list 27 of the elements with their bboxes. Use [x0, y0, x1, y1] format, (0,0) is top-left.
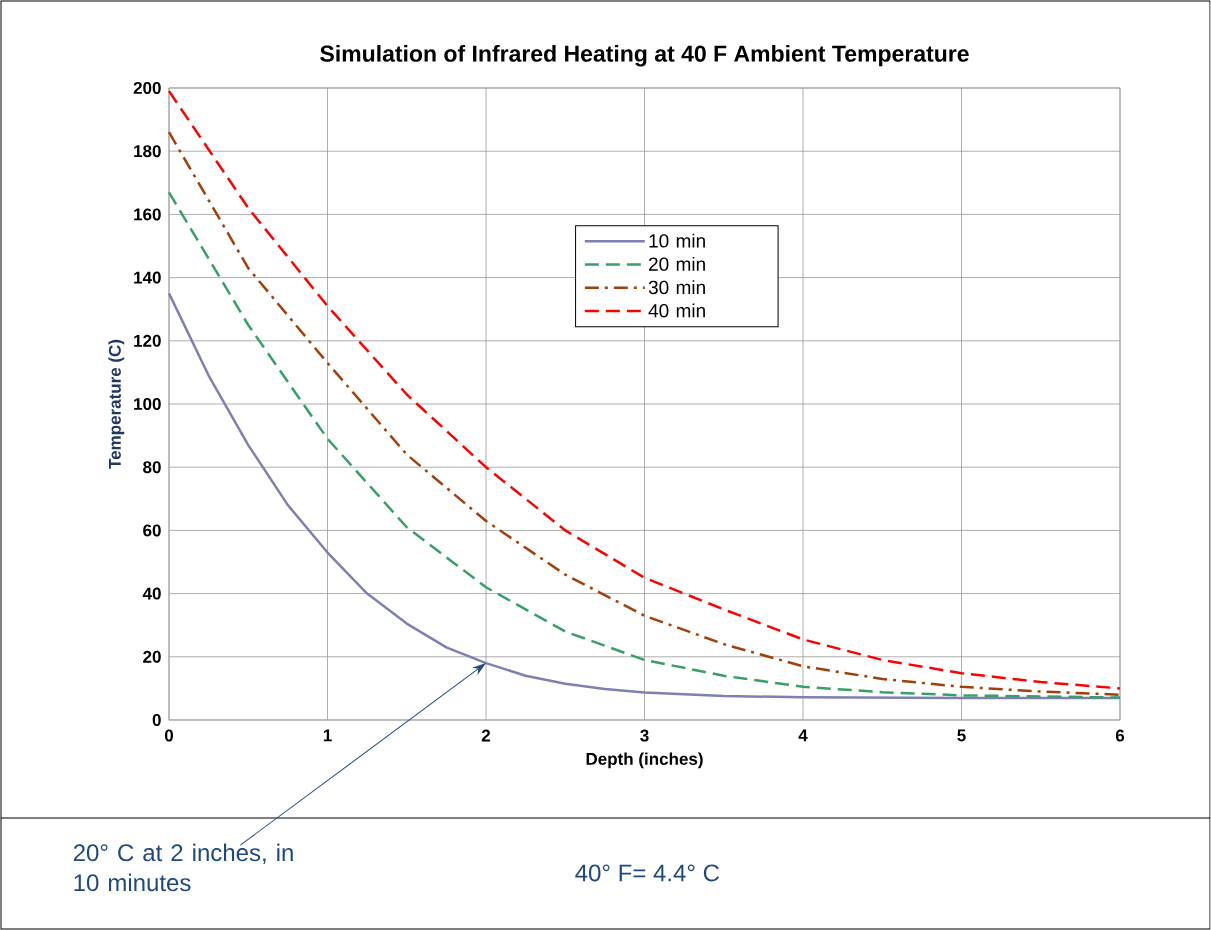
x-axis-title: Depth (inches) — [586, 752, 703, 769]
y-tick-label: 140 — [134, 271, 161, 284]
y-axis-title: Temperature (C) — [108, 339, 125, 469]
x-tick-label: 6 — [1115, 729, 1125, 742]
x-tick-label: 1 — [323, 729, 332, 742]
x-tick-label: 0 — [164, 729, 174, 742]
y-tick-label: 160 — [134, 208, 161, 221]
chart-title: Simulation of Infrared Heating at 40 F Ambient Temperature — [320, 44, 969, 67]
annotation: 20° C at 2 inches, in 10 minutes — [73, 843, 293, 892]
text: 40° F= 4.4° C — [575, 864, 720, 882]
y-tick-label: 180 — [134, 145, 161, 158]
x-tick-label: 3 — [640, 729, 649, 742]
y-tick-label: 0 — [152, 713, 161, 727]
legend-label: 30 min — [648, 280, 705, 295]
x-tick-label: 2 — [481, 729, 491, 742]
legend-label: 20 min — [649, 256, 705, 271]
legend-label: 10 min — [649, 233, 705, 248]
y-tick-label: 120 — [134, 334, 161, 347]
y-tick-label: 20 — [143, 650, 161, 663]
x-tick-label: 5 — [957, 729, 966, 742]
legend-label: 40 min — [648, 303, 705, 318]
y-tick-label: 40 — [142, 587, 161, 600]
y-tick-label: 200 — [133, 81, 161, 95]
y-tick-label: 80 — [143, 461, 161, 474]
x-tick-label: 4 — [798, 729, 808, 742]
y-tick-label: 100 — [134, 397, 161, 411]
y-tick-label: 60 — [143, 524, 161, 537]
